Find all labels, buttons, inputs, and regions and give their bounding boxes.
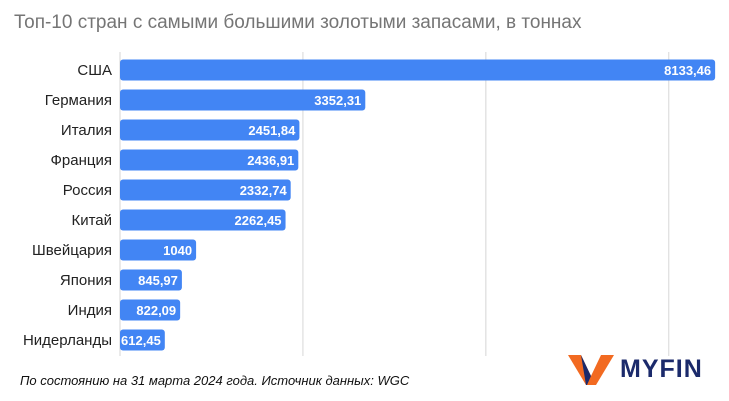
- value-label-6: 1040: [163, 243, 192, 258]
- value-label-8: 822,09: [136, 303, 176, 318]
- bar-5: [120, 209, 286, 231]
- myfin-logo-icon: [568, 355, 614, 385]
- chart-title: Топ-10 стран с самыми большими золотыми …: [14, 12, 582, 33]
- category-label-4: Россия: [63, 182, 112, 199]
- category-label-6: Швейцария: [32, 242, 112, 259]
- bar-6: [120, 239, 197, 261]
- bar-7: [120, 269, 182, 291]
- category-label-5: Китай: [71, 212, 112, 229]
- bars: США 8133,46 Германия 3352,31 Италия 2451,84 Фр…: [23, 59, 716, 351]
- category-label-3: Франция: [51, 152, 112, 169]
- bar-8: [120, 299, 181, 321]
- bar-9: [120, 329, 165, 351]
- bar-0: [120, 59, 716, 81]
- value-label-2: 2451,84: [248, 123, 296, 138]
- value-label-1: 3352,31: [314, 93, 361, 108]
- category-label-8: Индия: [68, 302, 112, 319]
- category-label-1: Германия: [45, 92, 112, 109]
- bar-4: [120, 179, 291, 201]
- value-label-9: 612,45: [121, 333, 161, 348]
- myfin-logo: MYFIN: [568, 352, 703, 386]
- source-note: По состоянию на 31 марта 2024 года. Исто…: [20, 373, 410, 388]
- category-label-9: Нидерланды: [23, 332, 112, 349]
- value-label-5: 2262,45: [235, 213, 282, 228]
- value-label-3: 2436,91: [247, 153, 294, 168]
- brand-name: MYFIN: [620, 354, 703, 383]
- bar-3: [120, 149, 299, 171]
- category-label-2: Италия: [61, 122, 112, 139]
- value-label-7: 845,97: [138, 273, 178, 288]
- category-label-7: Япония: [60, 272, 112, 289]
- bar-1: [120, 89, 366, 111]
- value-label-4: 2332,74: [240, 183, 288, 198]
- value-label-0: 8133,46: [664, 63, 711, 78]
- category-label-0: США: [77, 62, 112, 79]
- bar-2: [120, 119, 300, 141]
